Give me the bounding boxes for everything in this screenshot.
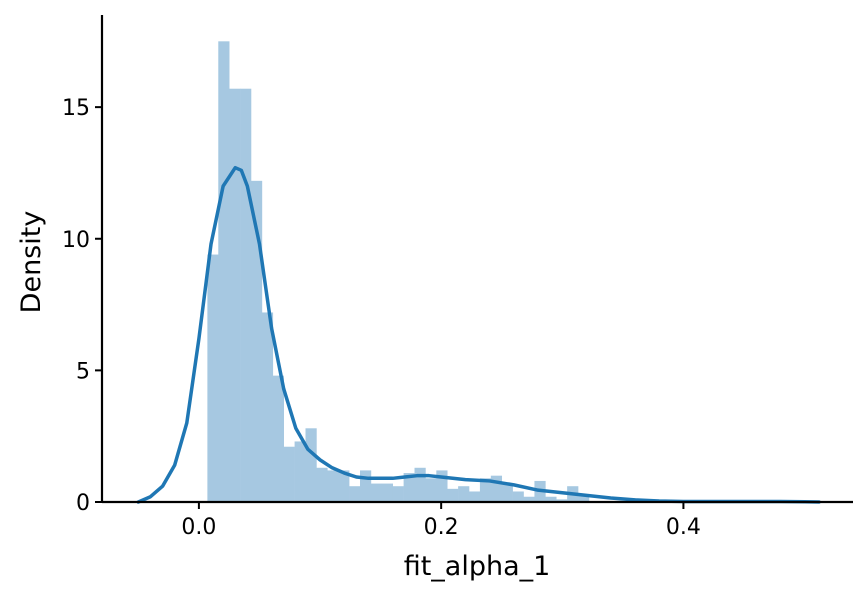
y-tick-label: 0	[76, 491, 90, 516]
histogram-bar	[578, 494, 590, 502]
histogram-bar	[447, 488, 459, 502]
histogram-bar	[240, 88, 252, 503]
histogram-bar	[381, 483, 394, 502]
histogram-bar	[370, 483, 383, 502]
histogram-bar	[283, 446, 295, 502]
y-tick-label: 5	[76, 359, 90, 384]
x-tick-label: 0.0	[181, 515, 216, 540]
histogram-bar	[490, 475, 503, 502]
x-ticks: 0.0 0.2 0.4	[181, 502, 701, 540]
histogram-bar	[360, 470, 372, 502]
histogram-bar	[469, 491, 481, 502]
histogram-bar	[338, 470, 350, 502]
y-tick-label: 10	[62, 228, 90, 253]
histogram-bar	[250, 180, 263, 502]
histogram-bar	[261, 312, 274, 502]
histogram-bar	[479, 478, 492, 502]
histogram-bar	[545, 496, 557, 502]
histogram-bar	[556, 499, 568, 502]
histogram-bar	[349, 486, 361, 502]
histogram-bar	[218, 41, 230, 502]
x-tick-label: 0.4	[666, 515, 701, 540]
histogram-bar	[436, 470, 448, 502]
y-ticks: 0 5 10 15	[62, 96, 102, 516]
histogram-bar	[229, 88, 241, 503]
histogram-bar	[425, 478, 437, 502]
histogram-bar	[512, 491, 524, 502]
histogram-bar	[501, 483, 513, 502]
histogram-bar	[458, 486, 470, 502]
histogram-bar	[294, 441, 306, 502]
histogram-bar	[272, 375, 284, 502]
histogram-bar	[414, 467, 426, 502]
x-tick-label: 0.2	[424, 515, 459, 540]
y-axis-label: Density	[16, 211, 47, 314]
histogram-bar	[403, 473, 415, 502]
histogram-bar	[316, 467, 328, 502]
y-tick-label: 15	[62, 96, 90, 121]
histogram-bar	[207, 254, 219, 502]
histogram-bar	[305, 428, 317, 502]
histogram-bar	[523, 496, 535, 502]
histogram-bar	[392, 486, 404, 502]
histogram-bar	[327, 470, 339, 502]
x-axis-label: fit_alpha_1	[404, 551, 551, 582]
